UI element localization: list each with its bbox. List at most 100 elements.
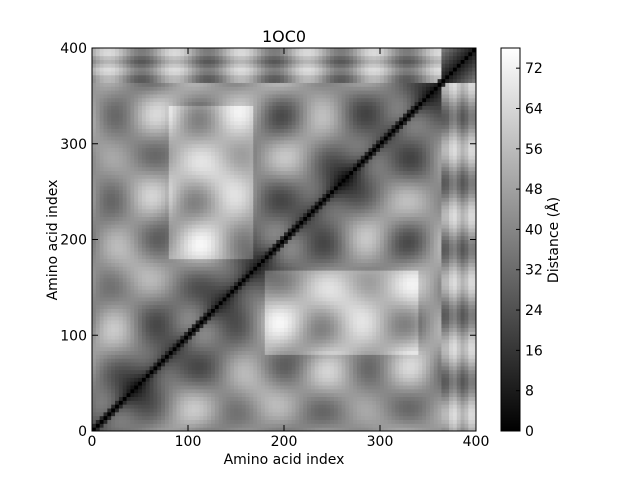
heatmap-cell [115, 193, 120, 198]
heatmap-cell [141, 116, 147, 122]
heatmap-cell [103, 388, 108, 394]
heatmap-cell [153, 74, 158, 80]
heatmap-cell [272, 388, 277, 394]
heatmap-cell [237, 235, 243, 240]
heatmap-cell [176, 250, 181, 256]
heatmap-cell [214, 304, 220, 309]
heatmap-cell [161, 331, 166, 336]
heatmap-cell [157, 296, 162, 302]
heatmap-cell [253, 132, 258, 137]
heatmap-cell [214, 388, 220, 394]
heatmap-cell [253, 319, 258, 325]
heatmap-cell [234, 289, 239, 294]
heatmap-cell [168, 231, 174, 237]
heatmap-cell [118, 373, 124, 378]
heatmap-cell [176, 97, 181, 103]
heatmap-cell [126, 312, 131, 317]
heatmap-cell [145, 139, 151, 145]
heatmap-cell [122, 193, 128, 198]
heatmap-cell [241, 228, 247, 233]
heatmap-cell [191, 231, 197, 237]
heatmap-cell [257, 243, 262, 248]
heatmap-cell [199, 93, 204, 99]
heatmap-cell [241, 155, 247, 160]
heatmap-cell [195, 262, 201, 267]
heatmap-cell [153, 350, 158, 355]
heatmap-cell [95, 262, 101, 267]
heatmap-cell [207, 270, 212, 275]
heatmap-cell [211, 296, 216, 302]
heatmap-cell [188, 151, 193, 156]
heatmap-cell [222, 358, 227, 363]
heatmap-cell [211, 316, 216, 321]
heatmap-cell [276, 151, 281, 156]
heatmap-cell [134, 281, 139, 286]
heatmap-cell [168, 224, 174, 229]
heatmap-cell [222, 59, 227, 64]
heatmap-cell [118, 308, 124, 313]
heatmap-cell [195, 105, 201, 110]
heatmap-cell [280, 342, 285, 348]
heatmap-cell [180, 331, 185, 336]
heatmap-cell [253, 109, 258, 114]
heatmap-cell [195, 162, 201, 168]
heatmap-cell [268, 139, 273, 145]
heatmap-cell [241, 116, 247, 122]
heatmap-cell [218, 415, 224, 421]
heatmap-cell [257, 392, 262, 398]
heatmap-cell [188, 296, 193, 302]
heatmap-cell [138, 208, 143, 214]
heatmap-cell [111, 362, 116, 367]
heatmap-cell [172, 70, 177, 76]
heatmap-cell [253, 350, 258, 355]
heatmap-cell [122, 59, 128, 64]
heatmap-cell [226, 67, 231, 72]
heatmap-cell [280, 93, 285, 99]
heatmap-cell [207, 404, 212, 409]
heatmap-cell [130, 174, 135, 179]
heatmap-cell [157, 308, 162, 313]
heatmap-cell [145, 354, 151, 359]
heatmap-cell [141, 258, 147, 263]
heatmap-cell [95, 342, 101, 348]
heatmap-cell [115, 396, 120, 401]
heatmap-cell [118, 48, 124, 53]
heatmap-cell [126, 377, 131, 382]
heatmap-cell [268, 408, 273, 413]
heatmap-cell [176, 216, 181, 221]
heatmap-cell [280, 346, 285, 352]
heatmap-cell [161, 113, 166, 118]
heatmap-cell [122, 266, 128, 271]
heatmap-cell [241, 381, 247, 386]
heatmap-cell [191, 90, 197, 95]
heatmap-cell [241, 193, 247, 198]
heatmap-cell [157, 254, 162, 260]
heatmap-cell [241, 369, 247, 375]
heatmap-cell [237, 67, 243, 72]
heatmap-cell [180, 189, 185, 195]
heatmap-cell [188, 373, 193, 378]
heatmap-cell [226, 216, 231, 221]
heatmap-cell [126, 365, 131, 371]
heatmap-cell [141, 101, 147, 106]
heatmap-cell [199, 51, 204, 57]
heatmap-cell [237, 151, 243, 156]
heatmap-cell [107, 48, 112, 53]
heatmap-cell [237, 228, 243, 233]
heatmap-cell [234, 174, 239, 179]
heatmap-cell [149, 90, 154, 95]
heatmap-cell [172, 277, 177, 283]
heatmap-cell [191, 273, 197, 279]
heatmap-cell [126, 67, 131, 72]
heatmap-cell [141, 228, 147, 233]
heatmap-cell [222, 185, 227, 191]
heatmap-cell [95, 116, 101, 122]
heatmap-cell [103, 220, 108, 225]
heatmap-cell [176, 220, 181, 225]
heatmap-cell [214, 231, 220, 237]
heatmap-cell [153, 228, 158, 233]
heatmap-cell [153, 385, 158, 390]
heatmap-cell [164, 124, 170, 129]
heatmap-cell [234, 304, 239, 309]
heatmap-cell [95, 174, 101, 179]
